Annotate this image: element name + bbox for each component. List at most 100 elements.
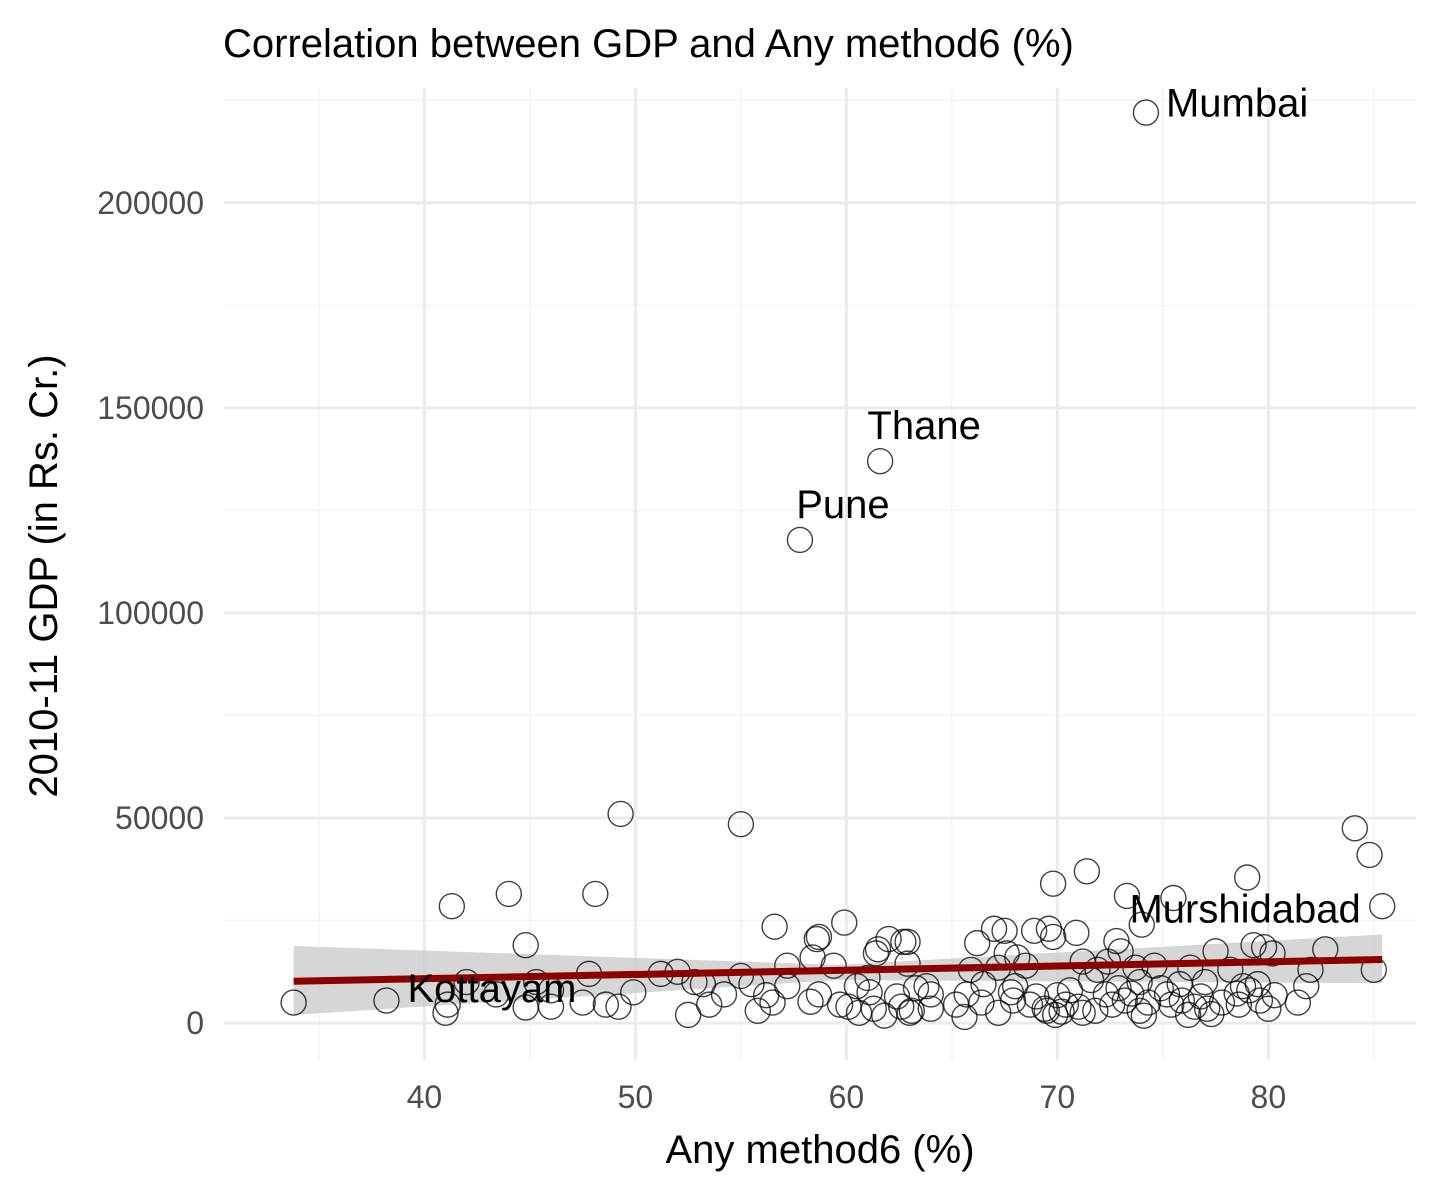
data-point	[1259, 940, 1286, 967]
data-point	[1234, 864, 1261, 891]
data-point	[888, 993, 915, 1020]
data-point	[373, 987, 400, 1014]
data-point	[1001, 972, 1029, 1000]
data-point	[438, 893, 466, 920]
data-point	[1063, 919, 1090, 947]
data-point	[1158, 991, 1185, 1018]
data-point	[1191, 968, 1219, 996]
data-point	[592, 991, 620, 1018]
x-tick-label: 50	[618, 1079, 654, 1115]
point-label: Murshidabad	[1129, 887, 1360, 931]
confidence-band-area	[293, 934, 1383, 1015]
data-point	[1073, 858, 1101, 885]
data-point	[1246, 987, 1274, 1014]
y-tick-label: 100000	[97, 595, 204, 631]
data-point	[1033, 997, 1060, 1024]
data-point	[803, 925, 831, 953]
confidence-band	[293, 934, 1383, 1015]
data-point	[1261, 982, 1288, 1009]
data-point	[1369, 893, 1396, 920]
data-point	[862, 940, 890, 967]
data-point	[1035, 915, 1063, 942]
data-point	[727, 810, 755, 838]
data-point	[1020, 917, 1048, 945]
data-point	[1128, 911, 1155, 938]
data-point	[674, 1001, 702, 1029]
data-point	[1039, 923, 1067, 951]
data-point	[902, 975, 930, 1002]
x-tick-label: 80	[1251, 1079, 1287, 1115]
data-point	[953, 981, 980, 1008]
data-point	[482, 981, 510, 1008]
data-point	[896, 999, 923, 1027]
data-point	[1168, 987, 1196, 1014]
data-point	[1082, 997, 1109, 1024]
data-point	[512, 931, 539, 959]
data-point	[1016, 991, 1044, 1018]
data-point	[805, 923, 833, 951]
data-point	[1111, 987, 1139, 1014]
data-point	[620, 979, 647, 1006]
data-point	[968, 989, 995, 1016]
point-label: Kottayam	[407, 967, 576, 1011]
data-point	[894, 950, 921, 977]
data-point	[999, 987, 1027, 1014]
data-point	[681, 968, 708, 996]
point-label: Thane	[867, 404, 980, 448]
data-point	[856, 979, 883, 1006]
data-point	[1132, 99, 1160, 126]
regression-line	[293, 956, 1383, 985]
data-point	[1356, 841, 1383, 869]
data-point	[1293, 972, 1320, 1000]
data-point	[913, 972, 940, 1000]
y-tick-label: 200000	[97, 185, 204, 221]
data-point	[820, 952, 847, 979]
data-point	[744, 997, 771, 1024]
data-point	[1240, 931, 1267, 959]
data-point	[1065, 993, 1092, 1020]
data-point	[1130, 1002, 1158, 1029]
data-point	[917, 995, 944, 1022]
data-point	[434, 991, 461, 1018]
point-label: Pune	[796, 483, 889, 527]
data-point	[980, 915, 1008, 942]
data-point	[753, 982, 780, 1009]
data-point	[537, 993, 565, 1020]
data-point	[761, 913, 788, 940]
x-tick-label: 60	[829, 1079, 865, 1115]
data-point	[1297, 956, 1324, 983]
data-point	[786, 526, 814, 554]
data-point	[991, 917, 1018, 945]
data-point	[898, 997, 925, 1024]
data-point	[1105, 975, 1132, 1002]
y-tick-label: 0	[186, 1005, 204, 1041]
data-point	[1069, 999, 1096, 1027]
data-point	[1193, 995, 1221, 1022]
data-point	[1229, 972, 1257, 1000]
data-points	[280, 99, 1396, 1031]
x-tick-label: 70	[1040, 1079, 1076, 1115]
data-point	[1181, 993, 1208, 1020]
data-point	[1174, 1001, 1202, 1029]
data-point	[1039, 870, 1067, 897]
data-point	[453, 968, 480, 996]
data-point	[569, 989, 596, 1016]
y-tick-label: 50000	[115, 800, 204, 836]
point-label: Mumbai	[1166, 82, 1308, 126]
data-point	[1147, 975, 1174, 1002]
y-axis-title: 2010-11 GDP (in Rs. Cr.)	[22, 354, 66, 797]
data-point	[1198, 1000, 1225, 1028]
data-point	[997, 979, 1025, 1006]
data-point	[1208, 989, 1236, 1016]
data-point	[1225, 991, 1252, 1018]
data-point	[523, 968, 550, 996]
data-point	[831, 909, 858, 936]
data-point	[774, 952, 801, 979]
data-point	[854, 964, 881, 992]
data-point	[1284, 989, 1312, 1016]
data-point	[1255, 995, 1282, 1022]
data-point	[797, 988, 824, 1015]
data-point	[696, 991, 723, 1018]
